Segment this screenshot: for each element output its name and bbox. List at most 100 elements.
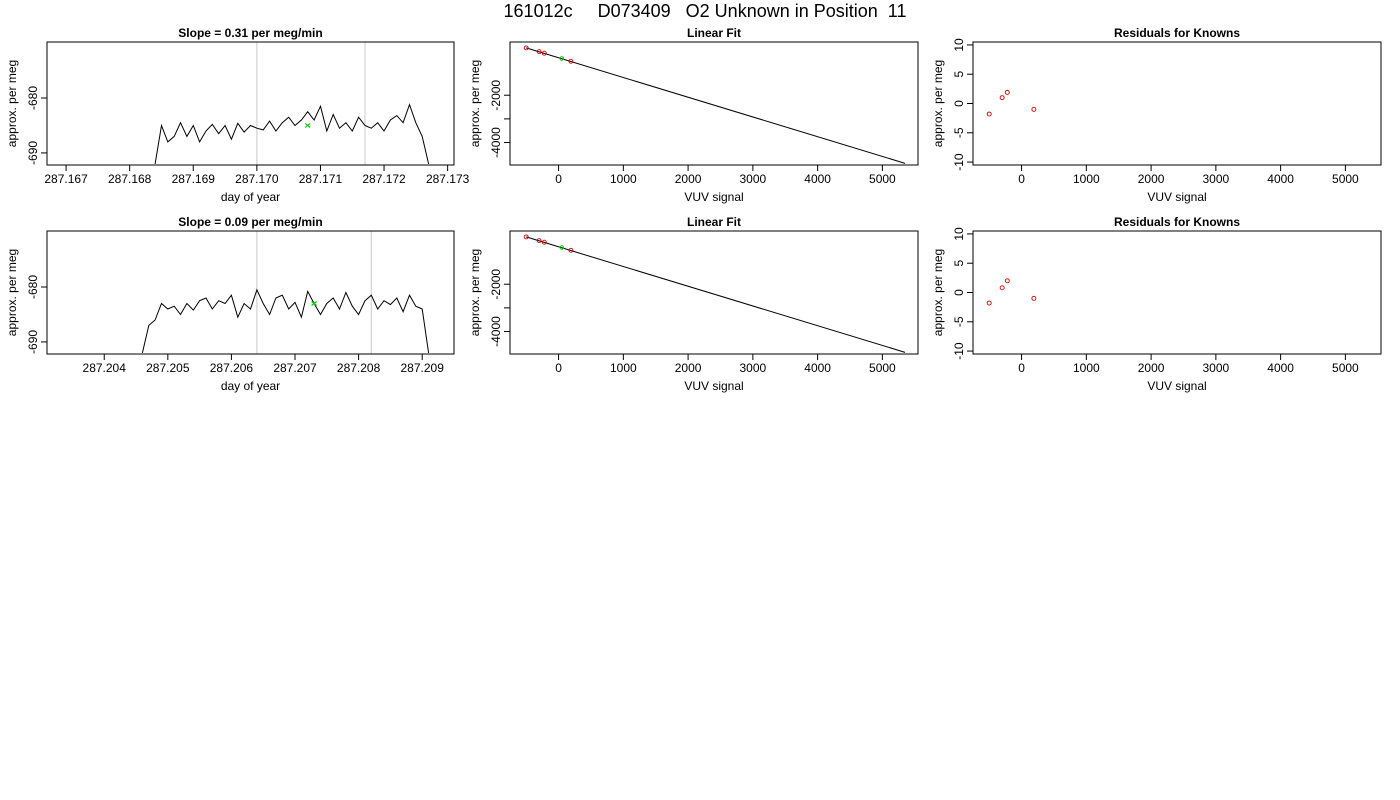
chart-panel-r1-resid: Residuals for Knowns 0 1000 2000 3000 4000 500…	[931, 26, 1382, 204]
plot-frame	[46, 41, 455, 166]
unknown-point-marker	[304, 122, 311, 128]
x-tick-label: 4000	[1267, 361, 1294, 375]
panel-title: Linear Fit	[687, 215, 741, 229]
y-axis-label: approx. per meg	[468, 249, 482, 336]
panel-title: Residuals for Knowns	[1114, 26, 1240, 40]
x-tick-label: 3000	[1203, 361, 1230, 375]
x-tick-label: 287.170	[235, 172, 279, 186]
x-tick-label: 2000	[1138, 361, 1165, 375]
y-tick-label: -10	[952, 342, 966, 360]
x-tick-label: 0	[1018, 172, 1025, 186]
x-tick-label: 5000	[1332, 172, 1359, 186]
plot-area	[141, 231, 430, 354]
x-tick-label: 287.167	[44, 172, 88, 186]
known-point	[541, 239, 547, 245]
unknown-point	[559, 56, 565, 61]
known-point	[536, 49, 542, 55]
y-axis-label: approx. per meg	[5, 60, 19, 147]
known-point	[568, 58, 574, 64]
y-tick-label: -2000	[489, 80, 503, 111]
panel-title: Slope = 0.31 per meg/min	[178, 26, 322, 40]
page-title: 161012c D073409 O2 Unknown in Position 1…	[503, 1, 907, 21]
y-tick-label: 5	[952, 260, 966, 267]
plot-area	[154, 42, 430, 165]
plot-frame	[972, 41, 1382, 166]
y-tick-label: -5	[952, 127, 966, 138]
y-tick-label: -2000	[489, 269, 503, 300]
x-tick-label: 0	[555, 361, 562, 375]
x-axis-label: day of year	[221, 190, 280, 204]
plot-area	[986, 89, 1037, 117]
known-point	[523, 45, 529, 51]
trace-series-line	[141, 288, 430, 354]
chart-panel-r1-fit: Linear Fit 0 1000 2000 3000 4000 5000 -4000 -200…	[468, 26, 919, 204]
known-point	[536, 238, 542, 244]
known-point	[999, 95, 1005, 101]
plot-area	[986, 278, 1037, 306]
x-tick-label: 287.206	[210, 361, 254, 375]
known-point	[523, 234, 529, 240]
known-point	[986, 300, 992, 306]
x-tick-label: 287.208	[337, 361, 381, 375]
x-tick-label: 1000	[610, 361, 637, 375]
trace-series-line	[154, 103, 430, 165]
plot-frame	[509, 41, 919, 166]
y-tick-label: -5	[952, 316, 966, 327]
unknown-point-marker	[311, 301, 317, 306]
panel-title: Residuals for Knowns	[1114, 215, 1240, 229]
x-tick-label: 0	[1018, 361, 1025, 375]
plot-area	[523, 234, 906, 353]
known-point	[986, 111, 992, 117]
chart-panel-r2-fit: Linear Fit 0 1000 2000 3000 4000 5000 -4000 -200…	[468, 215, 919, 393]
chart-panel-r2-resid: Residuals for Knowns 0 1000 2000 3000 4000 500…	[931, 215, 1382, 393]
x-axis-label: VUV signal	[684, 379, 743, 393]
x-axis-label: VUV signal	[1147, 379, 1206, 393]
plot-area	[523, 45, 906, 164]
x-tick-label: 287.173	[426, 172, 470, 186]
known-point	[568, 247, 574, 253]
x-tick-label: 1000	[610, 172, 637, 186]
y-tick-label: -4000	[489, 316, 503, 347]
known-point	[1031, 295, 1037, 301]
x-tick-label: 2000	[675, 172, 702, 186]
x-tick-label: 287.171	[299, 172, 343, 186]
y-tick-label: -680	[26, 86, 40, 110]
y-tick-label: 5	[952, 71, 966, 78]
x-tick-label: 3000	[1203, 172, 1230, 186]
x-axis-label: VUV signal	[1147, 190, 1206, 204]
x-tick-label: 0	[555, 172, 562, 186]
x-tick-label: 287.207	[273, 361, 317, 375]
x-tick-label: 5000	[1332, 361, 1359, 375]
y-tick-label: -4000	[489, 127, 503, 158]
x-tick-label: 287.172	[362, 172, 406, 186]
y-tick-label: -690	[26, 330, 40, 354]
x-tick-label: 287.169	[172, 172, 216, 186]
x-tick-label: 287.205	[146, 361, 190, 375]
chart-panel-r1-trace: Slope = 0.31 per meg/min 287.167 287.168 28…	[5, 26, 470, 204]
x-tick-label: 287.209	[401, 361, 445, 375]
fit-line	[526, 47, 906, 164]
y-tick-label: 0	[952, 289, 966, 296]
plot-frame	[509, 230, 919, 355]
y-tick-label: 10	[952, 38, 966, 52]
x-tick-label: 5000	[869, 172, 896, 186]
y-axis-label: approx. per meg	[468, 60, 482, 147]
y-axis-label: approx. per meg	[931, 60, 945, 147]
y-tick-label: -690	[26, 141, 40, 165]
x-tick-label: 1000	[1073, 361, 1100, 375]
unknown-point	[559, 245, 565, 250]
known-point	[1004, 89, 1010, 95]
x-tick-label: 4000	[804, 361, 831, 375]
known-point	[541, 50, 547, 56]
y-tick-label: 0	[952, 100, 966, 107]
x-tick-label: 2000	[1138, 172, 1165, 186]
plot-frame	[972, 230, 1382, 355]
x-tick-label: 2000	[675, 361, 702, 375]
known-point	[1004, 278, 1010, 284]
panel-title: Linear Fit	[687, 26, 741, 40]
x-tick-label: 287.204	[83, 361, 127, 375]
x-tick-label: 3000	[740, 172, 767, 186]
panel-title: Slope = 0.09 per meg/min	[178, 215, 322, 229]
plot-frame	[46, 230, 455, 355]
